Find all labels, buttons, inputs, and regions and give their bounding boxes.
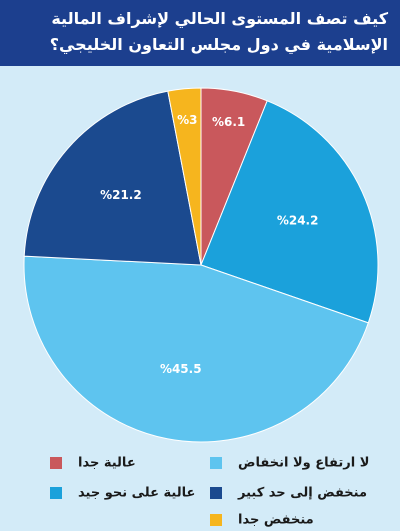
data-label: %45.5 xyxy=(160,362,202,376)
legend-label: منخفض جدا xyxy=(238,513,314,528)
legend-label: عالية على نحو جيد xyxy=(78,486,195,501)
data-label: %24.2 xyxy=(277,213,319,227)
pie-slice xyxy=(167,87,202,266)
pie-slice xyxy=(23,255,369,443)
pie-slice xyxy=(23,90,202,266)
legend-label: عالية جدا xyxy=(78,456,136,471)
data-label: %6.1 xyxy=(212,115,245,129)
legend-swatch xyxy=(210,457,222,469)
data-label: %21.2 xyxy=(100,188,142,202)
chart-title: كيف تصف المستوى الحالي لإشراف المالية ال… xyxy=(0,0,400,66)
pie-slice xyxy=(200,100,379,324)
legend-label: لا ارتفاع ولا انخفاض xyxy=(238,456,369,471)
legend-swatch xyxy=(210,487,222,499)
legend-swatch xyxy=(50,487,62,499)
legend-swatch xyxy=(50,457,62,469)
data-label: %3 xyxy=(177,113,197,127)
legend-label: منخفض إلى حد كبير xyxy=(237,486,367,501)
legend-swatch xyxy=(210,514,222,526)
